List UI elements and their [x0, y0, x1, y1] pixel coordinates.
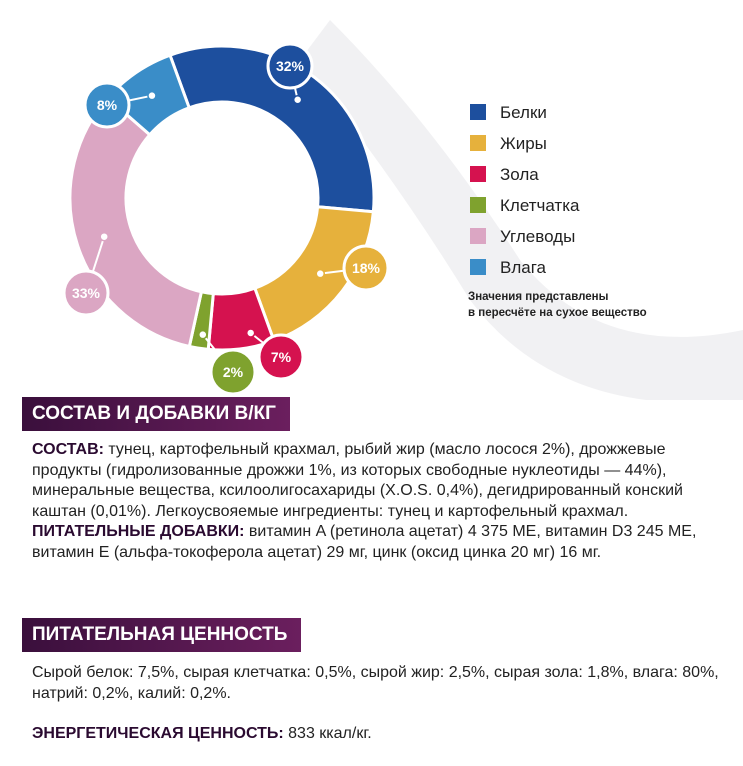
section-body: СОСТАВ: тунец, картофельный крахмал, рыб…	[32, 440, 722, 563]
label: ПИТАТЕЛЬНЫЕ ДОБАВКИ:	[32, 523, 245, 540]
legend-swatch	[470, 104, 486, 120]
value-label: 2%	[223, 364, 244, 380]
section-header: СОСТАВ И ДОБАВКИ В/КГ	[22, 397, 290, 431]
chart: 32% 18% 7% 2% 33% 8% Белки Жиры Зола Клетчатка Уг…	[62, 20, 743, 400]
legend-label: Влага	[500, 258, 547, 277]
callout-dot	[147, 90, 157, 101]
text: витамин A (ретинола ацетат) 4 375 МЕ, ви…	[32, 523, 697, 561]
callout-bubble	[266, 42, 314, 90]
paragraph: ПИТАТЕЛЬНЫЕ ДОБАВКИ: витамин A (ретинола…	[32, 522, 722, 563]
text: тунец, картофельный крахмал, рыбий жир (…	[32, 441, 683, 520]
legend: Белки Жиры Зола Клетчатка Углеводы Влага	[470, 103, 580, 277]
legend-swatch	[470, 197, 486, 213]
text: Сырой белок: 7,5%, сырая клетчатка: 0,5%…	[32, 664, 719, 702]
legend-label: Зола	[500, 165, 539, 184]
paragraph: Сырой белок: 7,5%, сырая клетчатка: 0,5%…	[32, 663, 722, 704]
callout-dot	[245, 328, 256, 338]
section-header: ПИТАТЕЛЬНАЯ ЦЕННОСТЬ	[22, 618, 302, 652]
value-label: 8%	[97, 97, 118, 113]
legend-label: Углеводы	[500, 227, 575, 246]
callout-bubble	[209, 348, 257, 396]
callout-dot	[99, 231, 109, 242]
callout-bubble	[83, 81, 131, 129]
value-label: 18%	[352, 260, 381, 276]
note: Значения представлены	[468, 291, 609, 303]
callout-dot	[292, 95, 303, 105]
label: СОСТАВ:	[32, 441, 104, 458]
legend-label: Клетчатка	[500, 196, 580, 215]
callout-bubble	[342, 244, 390, 292]
callout-dot	[315, 268, 325, 279]
callout-bubble	[62, 269, 110, 317]
note: в пересчёте на сухое вещество	[468, 307, 647, 319]
legend-swatch	[470, 166, 486, 182]
legend-swatch	[470, 228, 486, 244]
value-label: 7%	[271, 349, 292, 365]
value-label: 33%	[72, 285, 101, 301]
paragraph: ЭНЕРГЕТИЧЕСКАЯ ЦЕННОСТЬ: 833 ккал/кг.	[32, 724, 722, 745]
label: ЭНЕРГЕТИЧЕСКАЯ ЦЕННОСТЬ:	[32, 725, 284, 742]
legend-swatch	[470, 135, 486, 151]
value-label: 32%	[276, 58, 305, 74]
text: 833 ккал/кг.	[288, 725, 372, 742]
background-swirl	[300, 20, 743, 400]
legend-label: Белки	[500, 103, 547, 122]
donut-segment	[168, 44, 376, 214]
callout-dot	[198, 329, 208, 340]
paragraph: СОСТАВ: тунец, картофельный крахмал, рыб…	[32, 440, 722, 522]
donut: 32% 18% 7% 2% 33% 8%	[62, 42, 390, 396]
callout-bubble	[257, 333, 305, 381]
legend-label: Жиры	[500, 134, 547, 153]
legend-swatch	[470, 259, 486, 275]
section-body: Сырой белок: 7,5%, сырая клетчатка: 0,5%…	[32, 663, 722, 745]
